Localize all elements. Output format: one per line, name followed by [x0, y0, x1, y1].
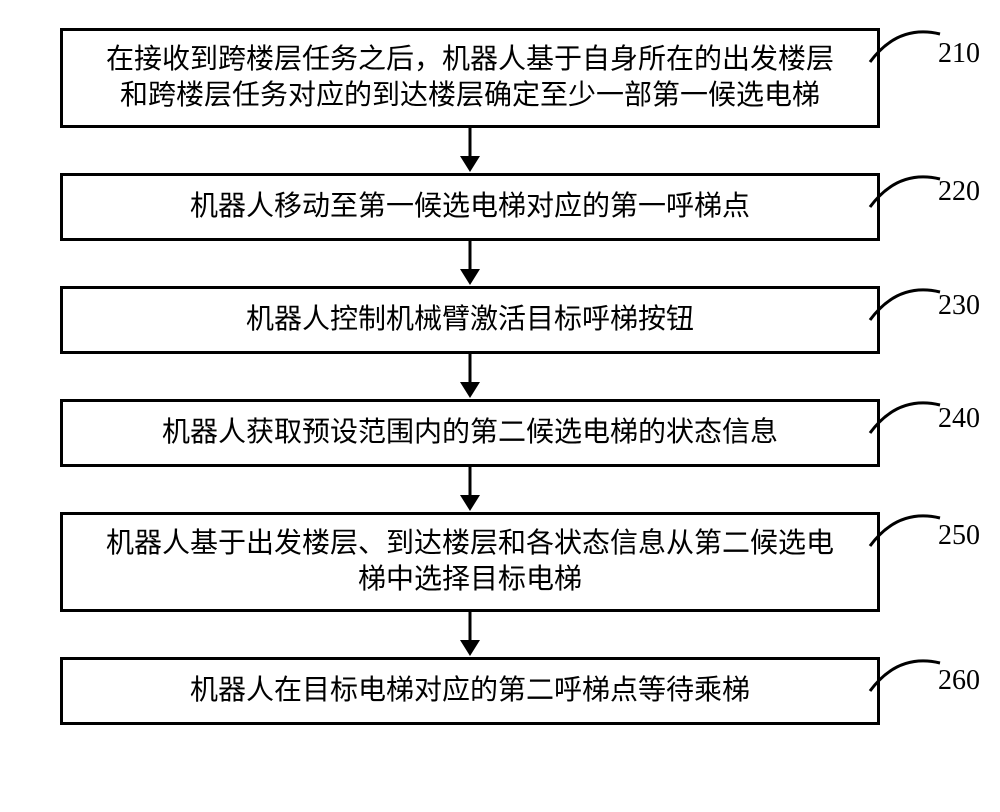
flow-step-text: 机器人获取预设范围内的第二候选电梯的状态信息 [162, 415, 778, 451]
step-label-220: 220 [938, 176, 980, 208]
flow-step-240: 机器人获取预设范围内的第二候选电梯的状态信息 [60, 399, 880, 467]
step-label-250: 250 [938, 520, 980, 552]
flow-step-text: 在接收到跨楼层任务之后，机器人基于自身所在的出发楼层 和跨楼层任务对应的到达楼层… [106, 42, 834, 115]
flow-arrow [60, 467, 880, 512]
step-label-230: 230 [938, 290, 980, 322]
flow-arrow [60, 612, 880, 657]
flow-arrow [60, 128, 880, 173]
flow-step-text: 机器人在目标电梯对应的第二呼梯点等待乘梯 [190, 673, 750, 709]
flow-step-text: 机器人控制机械臂激活目标呼梯按钮 [246, 302, 694, 338]
flow-step-text: 机器人基于出发楼层、到达楼层和各状态信息从第二候选电 梯中选择目标电梯 [106, 526, 834, 599]
flow-step-text: 机器人移动至第一候选电梯对应的第一呼梯点 [190, 189, 750, 225]
flow-step-220: 机器人移动至第一候选电梯对应的第一呼梯点 [60, 173, 880, 241]
step-label-210: 210 [938, 38, 980, 70]
step-label-260: 260 [938, 665, 980, 697]
flow-arrow [60, 354, 880, 399]
flow-arrow [60, 241, 880, 286]
flow-step-250: 机器人基于出发楼层、到达楼层和各状态信息从第二候选电 梯中选择目标电梯 [60, 512, 880, 612]
flow-step-260: 机器人在目标电梯对应的第二呼梯点等待乘梯 [60, 657, 880, 725]
flow-step-230: 机器人控制机械臂激活目标呼梯按钮 [60, 286, 880, 354]
flow-step-210: 在接收到跨楼层任务之后，机器人基于自身所在的出发楼层 和跨楼层任务对应的到达楼层… [60, 28, 880, 128]
step-label-240: 240 [938, 403, 980, 435]
